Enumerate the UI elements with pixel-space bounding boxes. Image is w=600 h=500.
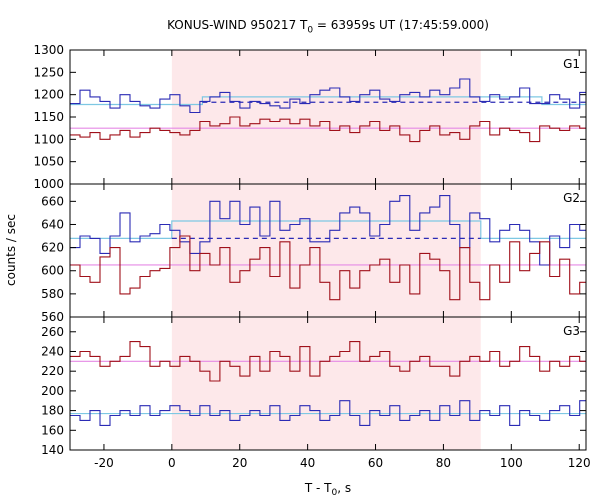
g2-ytick-label: 600 xyxy=(41,264,64,278)
x-tick-label: 60 xyxy=(368,456,383,470)
g2-series-red xyxy=(70,235,586,301)
g3-ytick-label: 160 xyxy=(41,423,64,437)
x-label-subscript: 0 xyxy=(332,488,338,498)
title-subscript: 0 xyxy=(307,25,314,36)
x-tick-label: -20 xyxy=(94,456,114,470)
g3-series-red xyxy=(70,341,586,382)
g1-ytick-label: 1050 xyxy=(33,155,64,169)
g2-ytick-label: 660 xyxy=(41,194,64,208)
series-layer xyxy=(70,78,586,426)
title-main-text: KONUS-WIND 950217 T xyxy=(167,18,308,32)
x-label-main: T - T xyxy=(304,481,332,495)
g2-ytick-label: 580 xyxy=(41,287,64,301)
g1-ytick-label: 1200 xyxy=(33,88,64,102)
x-tick-label: 0 xyxy=(168,456,176,470)
g2-fit-0 xyxy=(70,220,586,239)
ticks-layer xyxy=(70,49,586,451)
g1-ytick-label: 1150 xyxy=(33,110,64,124)
labels-layer: counts / sec T - T0, s 10001050110011501… xyxy=(4,43,591,498)
chart-title: KONUS-WIND 950217 T0 = 63959s UT (17:45:… xyxy=(0,18,600,35)
g1-shaded-interval xyxy=(171,50,481,184)
g3-ytick-label: 140 xyxy=(41,443,64,457)
g2-series-blue xyxy=(70,195,586,266)
g3-ytick-label: 240 xyxy=(41,344,64,358)
x-tick-label: 120 xyxy=(568,456,591,470)
g3-ytick-label: 180 xyxy=(41,404,64,418)
g3-series-blue xyxy=(70,400,586,426)
g3-frame xyxy=(69,316,587,451)
title-rest-text: = 63959s UT (17:45:59.000) xyxy=(313,18,489,32)
g1-ytick-label: 1100 xyxy=(33,132,64,146)
g1-ytick-label: 1250 xyxy=(33,65,64,79)
g2-panel-label: G2 xyxy=(563,191,580,205)
x-label-rest: , s xyxy=(337,481,351,495)
g1-series-red xyxy=(70,116,586,143)
y-axis-label: counts / sec xyxy=(4,214,18,286)
g1-ytick-label: 1000 xyxy=(33,177,64,191)
x-tick-label: 100 xyxy=(500,456,523,470)
x-tick-label: 80 xyxy=(436,456,451,470)
x-tick-label: 20 xyxy=(232,456,247,470)
g3-ytick-label: 260 xyxy=(41,325,64,339)
g2-shaded-interval xyxy=(171,184,481,317)
x-tick-label: 40 xyxy=(300,456,315,470)
g2-ytick-label: 640 xyxy=(41,217,64,231)
g1-panel-label: G1 xyxy=(563,57,580,71)
g3-ytick-label: 200 xyxy=(41,384,64,398)
shaded-interval-layer xyxy=(171,50,481,450)
g1-ytick-label: 1300 xyxy=(33,43,64,57)
g1-series-blue xyxy=(70,78,586,114)
g2-ytick-label: 620 xyxy=(41,241,64,255)
g3-panel-label: G3 xyxy=(563,324,580,338)
g3-shaded-interval xyxy=(171,317,481,450)
g3-ytick-label: 220 xyxy=(41,364,64,378)
g2-ytick-label: 560 xyxy=(41,310,64,324)
x-axis-label: T - T0, s xyxy=(304,481,351,498)
